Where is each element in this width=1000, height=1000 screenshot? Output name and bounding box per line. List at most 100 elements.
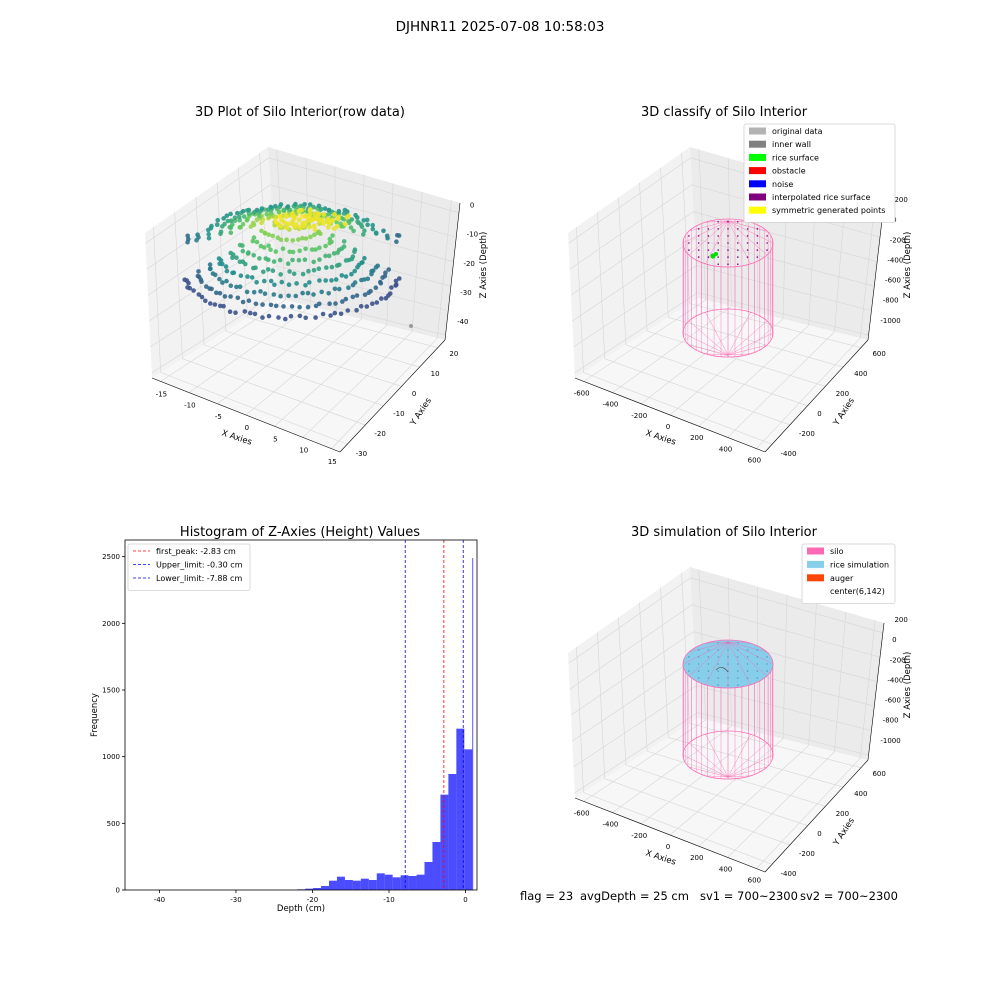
silo-cap-line <box>688 220 729 256</box>
raw-data-point <box>355 215 360 220</box>
classify-3d-tick-labels: -600 -400 -200 0 200 400 600 -400 -200 0 200 400 600… <box>574 196 908 465</box>
raw-data-point <box>237 259 243 265</box>
raw-data-point <box>224 268 230 274</box>
grid-line <box>647 330 826 387</box>
raw-data-point <box>302 202 308 207</box>
raw-data-point <box>218 229 224 235</box>
x-tick-label: -20 <box>307 896 318 904</box>
raw-data-point <box>223 264 229 269</box>
grid-line <box>188 306 312 393</box>
raw-data-point <box>291 216 297 222</box>
raw-data-point <box>362 292 368 298</box>
histogram-bar <box>392 877 401 890</box>
grid-line <box>570 211 694 296</box>
raw-data-point <box>378 281 384 286</box>
raw-data-point <box>351 228 356 234</box>
legend-swatch <box>749 127 766 135</box>
surface-point <box>737 642 739 644</box>
silo-cone-line <box>688 320 729 356</box>
raw-data-point <box>296 237 301 242</box>
grid-line <box>204 344 384 406</box>
histogram-bar <box>384 874 393 890</box>
raw-data-point <box>319 217 325 223</box>
grid-line <box>612 726 732 813</box>
surface-point <box>756 249 759 251</box>
legend-label: Upper_limit: -0.30 cm <box>156 561 243 570</box>
raw-data-point <box>346 213 351 219</box>
grid-line <box>386 183 394 326</box>
raw-data-point <box>287 249 293 255</box>
legend-swatch <box>749 167 766 175</box>
raw-data-point <box>305 304 311 310</box>
raw-data-point <box>225 218 231 224</box>
raw-data-point <box>317 257 322 262</box>
histogram-frame <box>124 539 478 891</box>
raw-data-point <box>369 271 374 277</box>
status-sv1: sv1 = 700~2300 <box>700 889 798 903</box>
subplot-raw-title: 3D Plot of Silo Interior(row data) <box>195 105 405 120</box>
histogram-reference-lines <box>404 540 464 890</box>
raw-data-point <box>184 278 190 283</box>
grid-line <box>782 594 788 740</box>
raw-data-point <box>236 214 242 220</box>
raw-data-point <box>358 304 364 309</box>
raw-data-point <box>332 286 338 292</box>
grid-line <box>411 191 423 332</box>
raw-data-point <box>294 222 299 228</box>
histogram-bar <box>440 794 449 890</box>
raw-data-point <box>217 276 222 282</box>
y-tick-label: 500 <box>107 820 120 828</box>
raw-data-point <box>396 233 402 238</box>
raw-data-point <box>316 211 321 217</box>
z-tick-label: -400 <box>887 256 903 264</box>
x-tick-label: -200 <box>631 832 647 840</box>
histogram-bar <box>321 886 330 890</box>
raw-data-point <box>305 290 311 296</box>
histogram-title: Histogram of Z-Axies (Height) Values <box>180 525 420 540</box>
raw-data-point <box>249 275 255 280</box>
surface-point <box>727 642 729 644</box>
classify-x-axis-label: X Axies <box>644 428 677 447</box>
back-right-pane <box>268 147 460 340</box>
raw-data-point <box>373 285 379 291</box>
silo-cone-line <box>688 742 729 778</box>
x-tick-label: -10 <box>383 896 394 904</box>
raw-data-point <box>228 218 234 223</box>
legend-label: symmetric generated points <box>772 206 885 215</box>
raw-data-point <box>345 308 351 313</box>
grid-line <box>756 757 861 869</box>
histogram-bar <box>408 876 417 890</box>
silo-cone-line <box>727 332 774 356</box>
grid-line <box>859 620 876 759</box>
z-tick-label: -1000 <box>880 737 900 745</box>
surface-point <box>688 242 690 244</box>
grid-line <box>153 227 161 373</box>
raw-data-point <box>246 298 252 304</box>
raw-data-point <box>323 243 328 249</box>
raw-y-axis-label: Y Axies <box>408 396 434 429</box>
silo-cone-line <box>705 353 729 356</box>
classify-legend: original data inner wall rice surface obsta… <box>743 123 896 223</box>
grid-line <box>573 685 697 768</box>
grid-line <box>698 745 809 847</box>
raw-data-point <box>262 291 268 297</box>
raw-data-point <box>329 278 334 283</box>
grid-line <box>668 737 844 788</box>
z-tick-label: -800 <box>883 717 899 725</box>
raw-data-point <box>216 256 222 261</box>
surface-point <box>717 642 719 644</box>
raw-data-point <box>330 233 335 238</box>
x-tick-label: 200 <box>690 854 703 862</box>
histogram-bar <box>432 842 441 890</box>
raw-data-point <box>280 246 286 251</box>
raw-data-point <box>254 207 260 213</box>
raw-data-point <box>210 271 216 276</box>
surface-point <box>717 256 719 258</box>
grid-line <box>668 317 844 368</box>
y-tick-label: 0 <box>412 390 416 398</box>
raw-data-point <box>290 221 295 227</box>
raw-data-point <box>333 301 338 306</box>
raw-data-point <box>289 304 295 309</box>
subplot-raw-3d: 3D Plot of Silo Interior(row data) -15-1… <box>145 105 489 466</box>
grid-line <box>834 611 847 752</box>
